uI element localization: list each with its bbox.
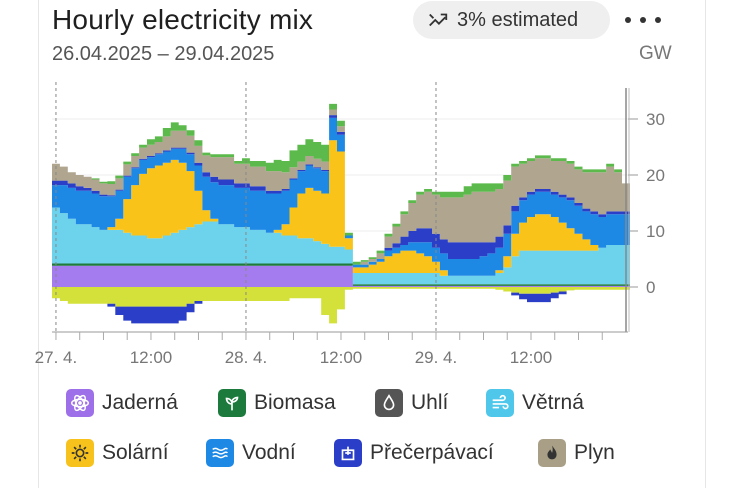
pumped-storage-icon [334,439,362,467]
date-range: 26.04.2025 – 29.04.2025 [52,43,275,65]
series-area-export [52,287,630,324]
sun-icon [66,439,94,467]
legend-label: Uhlí [411,391,449,414]
x-tick-label: 29. 4. [415,348,458,367]
estimated-label: 3% estimated [457,8,579,31]
dot-icon [640,17,646,23]
chart-title: Hourly electricity mix [52,4,314,35]
legend-label: Vodní [242,441,296,464]
water-icon [206,439,234,467]
y-tick-label: 0 [646,278,655,297]
legend-label: Biomasa [254,391,336,414]
legend-item-solární[interactable]: Solární [66,438,169,468]
series-area-ostatní [52,103,630,265]
x-tick-label: 27. 4. [35,348,78,367]
series-area-plyn [52,109,630,265]
legend-label: Plyn [574,441,615,464]
legend-label: Přečerpávací [370,441,494,464]
legend-item-uhlí[interactable]: Uhlí [375,388,448,418]
gas-flame-icon [538,439,566,467]
x-tick-label: 12:00 [130,348,173,367]
wind-icon [486,389,514,417]
dot-icon [625,17,631,23]
estimated-badge[interactable]: 3% estimated [413,1,610,39]
dot-icon [655,17,661,23]
series-area-vodní [52,117,630,276]
card-border-left [38,0,39,488]
legend-item-větrná[interactable]: Větrná [486,388,584,418]
y-tick-label: 20 [646,166,665,185]
more-options-button[interactable] [625,10,661,30]
atom-icon [66,389,94,417]
legend-item-plyn[interactable]: Plyn [538,438,615,468]
coal-drop-icon [375,389,403,417]
chart-axes: 27. 4. 12:00 28. 4. 12:00 29. 4. 12:00 [35,331,628,367]
x-tick-label: 12:00 [510,348,553,367]
day-separators [55,82,630,332]
legend-item-biomasa[interactable]: Biomasa [218,388,336,418]
legend-label: Větrná [522,391,584,414]
series-area-solární [52,140,630,276]
legend-item-přečerpávací[interactable]: Přečerpávací [334,438,494,468]
unit-label: GW [639,43,672,64]
legend-label: Jaderná [102,391,178,414]
legend-item-vodní[interactable]: Vodní [206,438,296,468]
series-area-jaderná [52,265,630,287]
legend-label: Solární [102,441,169,464]
y-tick-label: 30 [646,110,665,129]
card-border-right [705,0,706,488]
y-tick-label: 10 [646,222,665,241]
x-tick-label: 28. 4. [225,348,268,367]
estimated-trend-icon [429,13,448,27]
legend-item-jaderná[interactable]: Jaderná [66,388,178,418]
electricity-mix-chart: 30 20 10 0 27. 4. 12:00 28. 4. 12:00 29. 4. 12:0… [35,82,665,367]
chart-areas [52,103,630,324]
leaf-icon [218,389,246,417]
x-tick-label: 12:00 [320,348,363,367]
series-area-větrná [52,207,630,285]
